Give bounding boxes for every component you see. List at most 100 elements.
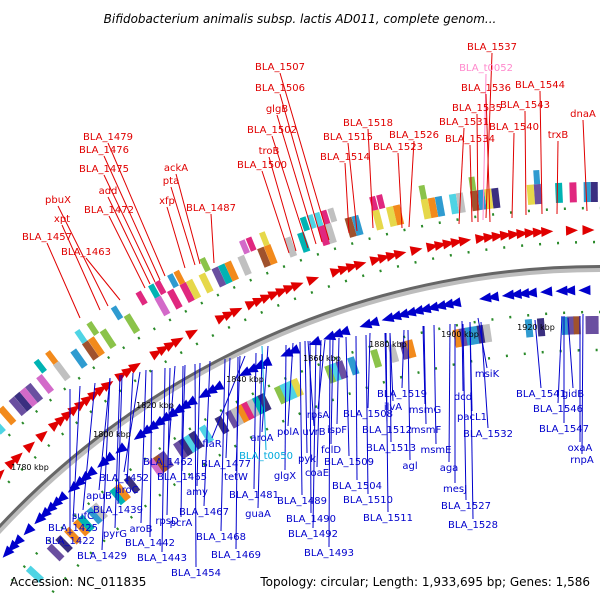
forward-gene-leader: [397, 152, 403, 229]
forward-feature-tile-outer: [199, 256, 211, 273]
forward-feature-tile: [81, 340, 100, 361]
reverse-feature-tile: [329, 362, 343, 382]
reverse-gene-arrow: [433, 300, 447, 310]
forward-gene-leader: [108, 215, 146, 289]
kbp-scale-labels: 1780 kbp 1800 kbp 1820 kbp 1840 kbp 1860 kbp…: [11, 323, 555, 472]
reverse-gene-label: BLA_1425: [48, 523, 98, 534]
reverse-gene-leader: [261, 345, 267, 451]
reverse-gene-label: sufC: [72, 511, 94, 522]
reverse-gene-label: BLA_1422: [45, 536, 95, 547]
forward-feature-tile: [123, 313, 141, 334]
reverse-gene-arrow: [381, 312, 395, 323]
forward-gene-label: BLA_1515: [323, 132, 373, 143]
track-guide-ring: [43, 348, 600, 600]
reverse-feature-tile: [123, 475, 141, 495]
reverse-gene-arrow: [97, 456, 110, 468]
forward-feature-tile-outer: [86, 321, 100, 336]
forward-gene-arrow: [170, 337, 184, 348]
reverse-gene-arrow: [238, 366, 252, 377]
reverse-gene-leader: [345, 336, 350, 457]
reverse-gene-label: BLA_1481: [229, 490, 279, 501]
reverse-gene-arrow: [441, 298, 454, 309]
reverse-gene-label: mesJ: [443, 484, 467, 495]
forward-gene-label: ackA: [164, 163, 188, 174]
reverse-gene-label: BLA_1465: [157, 472, 207, 483]
forward-gene-arrow: [128, 362, 141, 374]
forward-feature-tile: [569, 182, 577, 203]
reverse-gene-label: aroA: [251, 433, 274, 444]
reverse-gene-label: BLA_1468: [196, 532, 246, 543]
forward-gene-leader: [107, 196, 151, 285]
forward-feature-tile: [533, 183, 543, 205]
forward-gene-leader: [524, 110, 527, 216]
genome-summary-text: Topology: circular; Length: 1,933,695 bp…: [259, 575, 590, 589]
reverse-gene-label: ispF: [327, 425, 347, 436]
forward-gene-label: BLA_1531: [439, 117, 489, 128]
reverse-gene-leader: [304, 340, 308, 454]
reverse-gene-leader: [114, 374, 121, 529]
reverse-gene-label: glgX: [274, 471, 296, 482]
forward-feature-tile-outer: [299, 216, 310, 232]
reverse-feature-tile: [64, 526, 82, 545]
reverse-gene-label: BLA_1546: [533, 404, 583, 415]
forward-feature-tile-outer: [259, 231, 270, 247]
reverse-gene-leader: [407, 329, 411, 461]
reverse-gene-arrow: [486, 291, 500, 302]
reverse-feature-tile: [284, 380, 299, 400]
reverse-gene-leader: [385, 332, 389, 513]
forward-feature-tile-outer: [173, 269, 186, 285]
forward-gene-leader: [57, 205, 109, 307]
forward-gene-arrow: [80, 395, 94, 407]
forward-gene-arrow: [491, 231, 504, 242]
reverse-feature-tile: [482, 323, 493, 343]
reverse-gene-arrow: [204, 384, 218, 395]
reverse-gene-arrow: [418, 303, 432, 314]
reverse-gene-arrow: [517, 288, 530, 299]
forward-gene-leader: [268, 156, 297, 252]
forward-gene-arrow: [541, 226, 554, 237]
forward-gene-leader: [408, 140, 415, 228]
forward-gene-leader: [210, 213, 215, 264]
reverse-feature-tile: [173, 440, 189, 460]
reverse-gene-label: BLA_1452: [99, 473, 149, 484]
reverse-gene-label: BLA_1512: [362, 425, 412, 436]
forward-gene-leader: [556, 140, 559, 215]
forward-feature-tile-outer: [376, 194, 386, 210]
forward-gene-leader: [582, 119, 588, 212]
reverse-gene-label: tetW: [224, 472, 248, 483]
forward-feature-tile-outer: [45, 350, 59, 365]
reverse-feature-tile: [86, 506, 104, 525]
reverse-gene-label: BLA_1541: [516, 389, 566, 400]
reverse-gene-label: uvrB: [302, 427, 325, 438]
forward-feature-tile-outer: [245, 236, 257, 252]
forward-feature-tile: [70, 348, 88, 369]
reverse-gene-label: BLA_1442: [125, 538, 175, 549]
forward-gene-leader: [85, 257, 121, 301]
reverse-gene-arrow: [389, 310, 402, 321]
forward-gene-label: troB: [259, 146, 280, 157]
forward-gene-label: BLA_1472: [84, 205, 134, 216]
reverse-gene-leader: [422, 325, 426, 405]
forward-feature-tile: [237, 254, 252, 276]
reverse-gene-label: agl: [402, 461, 417, 472]
reverse-gene-label: BLA_1508: [343, 409, 393, 420]
reverse-gene-leader: [161, 367, 166, 553]
reverse-gene-arrow: [79, 470, 92, 483]
forward-gene-label: BLA_1457: [22, 232, 72, 243]
feature-tracks: [0, 170, 600, 600]
forward-feature-tile-outer: [239, 239, 250, 255]
reverse-gene-leader: [235, 356, 239, 550]
reverse-gene-leader: [181, 364, 186, 472]
forward-feature-tile: [8, 396, 27, 417]
forward-gene-leader: [482, 73, 487, 221]
forward-feature-tile: [224, 260, 239, 282]
reverse-gene-label: BLA_1493: [304, 548, 354, 559]
reverse-gene-leader: [225, 357, 231, 459]
reverse-gene-label: polA: [277, 427, 299, 438]
reverse-gene-label: flaR: [202, 439, 221, 450]
reverse-gene-arrow: [396, 308, 410, 319]
reverse-gene-leader: [316, 339, 322, 468]
reverse-gene-leader: [328, 337, 331, 548]
forward-feature-tile: [179, 282, 195, 303]
forward-feature-tile: [283, 236, 298, 258]
